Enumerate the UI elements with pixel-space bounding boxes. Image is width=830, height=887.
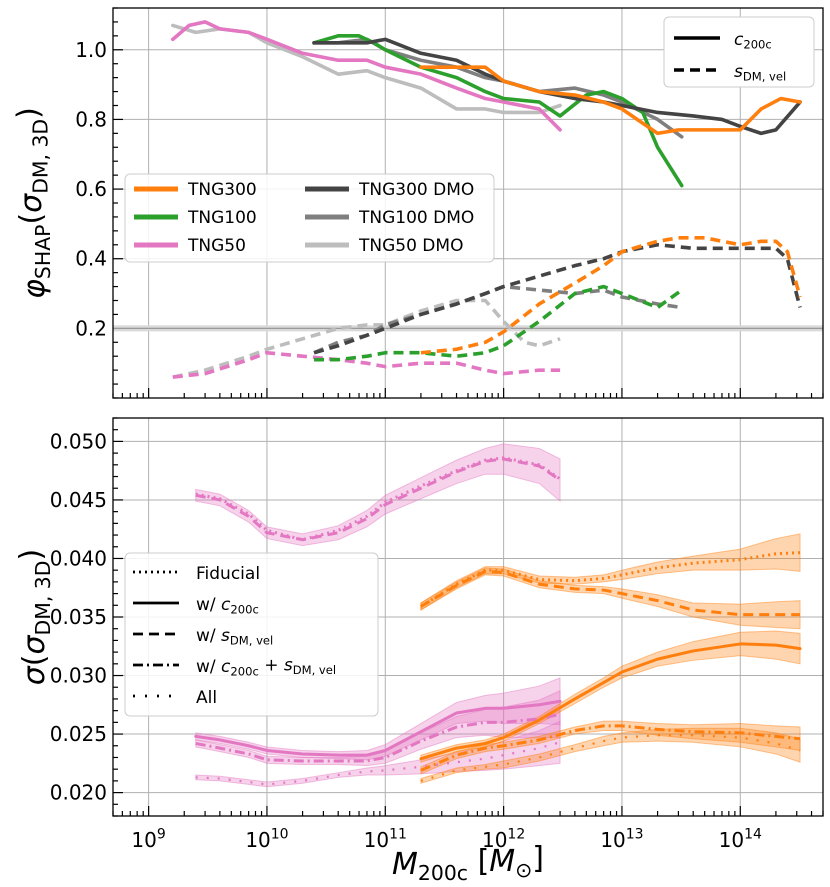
bottom-legend-label: Fiducial xyxy=(196,564,260,584)
bottom-series-line xyxy=(419,642,802,761)
color-legend-label: TNG300 DMO xyxy=(358,180,474,200)
style-legend-label: c200c xyxy=(734,30,772,51)
x-tick-label: 109 xyxy=(131,827,165,852)
bottom-legend-label: w/ c200c + sDM, vel xyxy=(196,655,336,678)
top-y-tick-label: 0.6 xyxy=(75,177,107,201)
bottom-y-tick-label: 0.050 xyxy=(50,429,107,453)
bottom-y-tick-label: 0.020 xyxy=(50,781,107,805)
top-y-tick-label: 1.0 xyxy=(75,38,107,62)
bottom-series-band xyxy=(195,689,561,767)
x-tick-label: 1012 xyxy=(482,827,525,852)
bottom-series-line xyxy=(194,699,562,757)
bottom-series-line xyxy=(420,734,801,782)
top-y-tick-label: 0.4 xyxy=(75,247,107,271)
style-legend-box xyxy=(663,16,815,88)
bottom-series-line xyxy=(420,724,801,772)
bottom-series-line xyxy=(195,712,561,763)
top-series-line xyxy=(314,284,683,362)
bottom-y-tick-label: 0.030 xyxy=(50,664,107,688)
x-tick-label: 1014 xyxy=(719,827,762,852)
top-axes-frame xyxy=(112,7,824,399)
bottom-series-band xyxy=(420,630,801,763)
style-legend-label: sDM, vel xyxy=(734,62,786,83)
bottom-y-tick-label: 0.045 xyxy=(50,488,107,512)
top-series-line xyxy=(420,236,802,355)
x-tick-label: 1013 xyxy=(600,827,643,852)
top-series-line xyxy=(312,37,684,139)
color-legend-label: TNG100 DMO xyxy=(358,208,474,228)
top-series-line xyxy=(419,65,802,136)
bottom-series-line xyxy=(195,457,561,542)
x-axis-title: M200c [M⊙] xyxy=(392,841,544,885)
bottom-series-band xyxy=(420,727,801,784)
bottom-y-tick-label: 0.035 xyxy=(50,605,107,629)
bottom-legend-box xyxy=(124,552,379,717)
color-legend-label: TNG50 DMO xyxy=(358,236,463,256)
bottom-y-axis-title: σ(σDM, 3D) xyxy=(14,549,55,685)
bottom-panel: 0.020 0.025 0.030 0.035 0.040 0.045 0.050 109 10… xyxy=(50,417,824,852)
top-y-axis-title: φSHAP(σDM, 3D) xyxy=(11,107,55,299)
style-legend: c200c sDM, vel xyxy=(663,16,815,88)
bottom-legend-label: All xyxy=(196,688,217,708)
bottom-y-tick-label: 0.040 xyxy=(50,546,107,570)
color-legend-label: TNG50 xyxy=(187,236,246,256)
top-series-line xyxy=(172,298,561,379)
bottom-series-band xyxy=(195,677,561,761)
bottom-series-line xyxy=(420,551,801,608)
bottom-legend-label: w/ sDM, vel xyxy=(196,626,273,647)
color-legend-label: TNG300 xyxy=(187,180,257,200)
bottom-legend: Fiducial w/ c200c w/ sDM, vel w/ c200c + sD… xyxy=(124,552,379,717)
x-tick-label: 1011 xyxy=(364,827,407,852)
bottom-series-band xyxy=(195,720,561,788)
bottom-series-band xyxy=(420,567,801,630)
bottom-series-band xyxy=(195,443,561,547)
bottom-series-line xyxy=(195,456,561,542)
x-tick-label: 1010 xyxy=(245,827,288,852)
top-y-tick-label: 0.8 xyxy=(75,107,107,131)
bottom-y-tick-label: 0.025 xyxy=(50,722,107,746)
color-legend-label: TNG100 xyxy=(187,208,257,228)
top-series-line xyxy=(313,242,802,355)
bottom-legend-label: w/ c200c xyxy=(196,595,259,616)
bottom-axes-frame xyxy=(112,417,824,817)
top-series-line xyxy=(313,284,682,355)
bottom-series-line xyxy=(195,741,561,786)
top-series-line xyxy=(312,34,684,188)
color-legend: TNG300 TNG300 DMO TNG100 TNG100 DMO TNG50 TNG… xyxy=(124,173,495,263)
top-series-line xyxy=(172,350,561,379)
top-series-line xyxy=(170,20,562,132)
bottom-series-line xyxy=(420,569,801,617)
top-y-tick-label: 0.2 xyxy=(75,316,107,340)
